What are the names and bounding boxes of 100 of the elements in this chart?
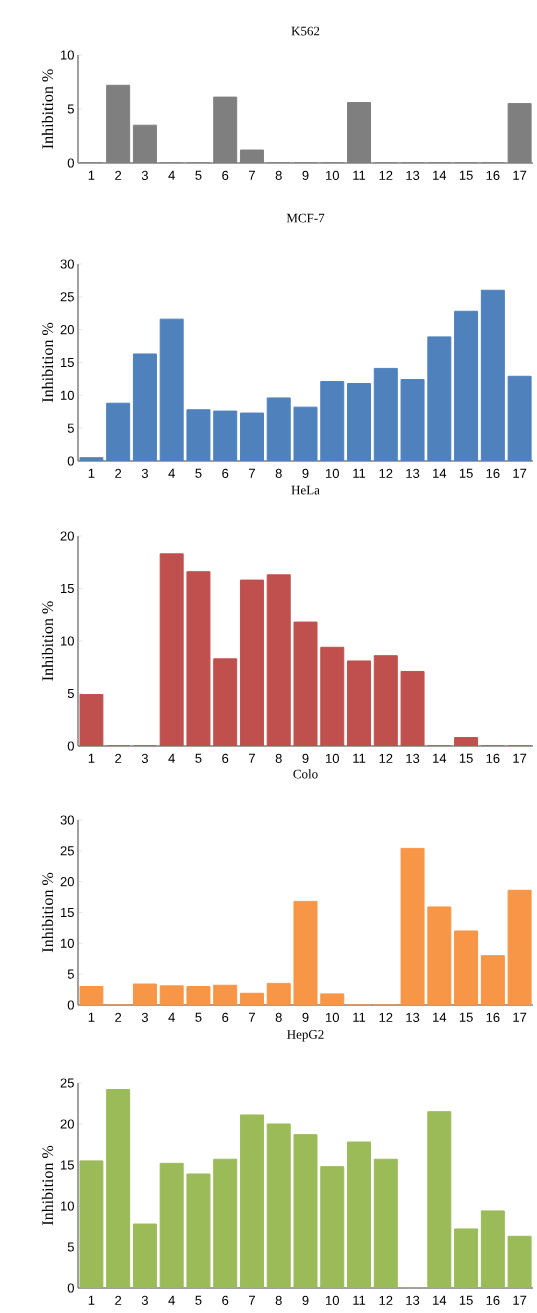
y-tick-label: 5: [67, 104, 74, 114]
y-tick-label: 30: [60, 259, 74, 269]
x-tick-label: 17: [513, 1295, 527, 1305]
x-tick-label: 8: [275, 468, 282, 478]
x-tick-label: 11: [353, 468, 366, 478]
chart-title: HepG2: [287, 1030, 324, 1042]
y-tick-label: 15: [60, 357, 74, 368]
bar: [159, 553, 184, 746]
x-tick-label: 7: [249, 468, 255, 478]
x-tick-label: 13: [406, 1012, 420, 1022]
x-tick-label: 17: [513, 170, 527, 180]
x-tick-label: 6: [222, 468, 229, 478]
x-tick-label: 12: [379, 1295, 393, 1305]
x-tick-label: 7: [249, 1295, 255, 1305]
x-tick-label: 9: [302, 170, 309, 180]
x-tick-label: 6: [222, 1012, 229, 1022]
bar: [454, 737, 479, 746]
x-tick-label: 5: [195, 753, 202, 763]
chart-title: HeLa: [291, 485, 320, 495]
x-tick-label: 13: [406, 1295, 420, 1305]
x-tick-label: 15: [459, 468, 473, 478]
x-tick-label: 12: [379, 1012, 393, 1022]
x-tick-label: 1: [88, 753, 95, 763]
x-tick-label: 9: [302, 1012, 309, 1022]
y-tick-label: 20: [60, 877, 74, 887]
x-tick-label: 3: [141, 753, 148, 763]
x-tick-label: 13: [406, 753, 420, 763]
bar: [186, 571, 211, 746]
x-tick-label: 13: [406, 468, 420, 478]
x-tick-label: 15: [459, 1012, 473, 1022]
y-axis-title: Inhibition %: [41, 69, 54, 149]
y-tick-label: 25: [60, 292, 74, 302]
bar: [239, 579, 264, 746]
x-tick-label: 5: [195, 468, 202, 478]
y-tick-label: 15: [60, 1160, 74, 1170]
x-tick-label: 2: [115, 753, 122, 763]
y-tick-label: 0: [67, 1283, 74, 1293]
x-tick-label: 4: [168, 1295, 175, 1305]
bar: [213, 658, 238, 746]
x-tick-label: 14: [433, 753, 447, 763]
y-tick-label: 20: [60, 1119, 74, 1129]
chart-title: K562: [291, 26, 320, 36]
x-tick-label: 8: [275, 753, 282, 763]
x-tick-label: 8: [275, 1012, 282, 1022]
y-tick-label: 10: [60, 636, 74, 646]
x-tick-label: 9: [302, 753, 309, 763]
x-tick-label: 2: [115, 1295, 122, 1305]
x-tick-label: 7: [249, 1012, 255, 1022]
x-tick-label: 16: [486, 468, 500, 478]
y-tick-label: 15: [60, 583, 74, 594]
y-tick-label: 20: [60, 531, 74, 541]
x-tick-label: 9: [302, 468, 309, 478]
x-tick-label: 1: [88, 468, 95, 478]
x-tick-label: 3: [141, 1012, 148, 1022]
x-tick-label: 8: [275, 1295, 282, 1305]
x-tick-label: 2: [115, 170, 122, 180]
y-axis-title: Inhibition %: [41, 1145, 54, 1226]
x-tick-label: 5: [195, 1295, 202, 1305]
x-tick-label: 16: [486, 753, 500, 763]
x-tick-label: 17: [513, 1012, 527, 1022]
y-tick-label: 0: [67, 158, 74, 168]
y-tick-label: 15: [60, 907, 74, 918]
y-tick-label: 0: [67, 1000, 74, 1010]
x-tick-label: 4: [168, 1012, 175, 1022]
x-tick-label: 15: [459, 1295, 473, 1305]
x-tick-label: 15: [459, 170, 473, 180]
x-tick-label: 16: [486, 1012, 500, 1022]
bar: [400, 670, 425, 746]
bar: [373, 655, 398, 746]
x-tick-label: 3: [141, 1295, 148, 1305]
y-tick-label: 5: [67, 688, 74, 699]
x-tick-label: 14: [433, 170, 447, 180]
bar: [320, 646, 345, 746]
x-tick-label: 2: [115, 468, 122, 478]
x-tick-label: 6: [222, 753, 229, 763]
x-tick-label: 11: [353, 753, 366, 763]
x-tick-label: 9: [302, 1295, 309, 1305]
x-tick-label: 10: [326, 1012, 339, 1022]
bar: [293, 621, 318, 746]
x-tick-label: 6: [222, 1295, 229, 1305]
x-tick-label: 11: [353, 170, 366, 180]
x-tick-label: 1: [88, 1012, 95, 1022]
x-tick-label: 3: [141, 170, 148, 180]
x-tick-label: 6: [222, 170, 229, 180]
x-tick-label: 1: [88, 170, 95, 180]
y-tick-label: 30: [60, 815, 74, 825]
x-tick-label: 10: [326, 170, 339, 180]
x-tick-label: 7: [249, 753, 255, 763]
x-tick-label: 15: [459, 753, 473, 763]
y-axis-title: Inhibition %: [41, 322, 54, 403]
y-tick-label: 5: [67, 969, 74, 979]
x-tick-label: 1: [88, 1295, 95, 1305]
bar: [266, 574, 291, 746]
x-tick-label: 13: [406, 170, 420, 180]
x-tick-label: 11: [353, 1012, 366, 1022]
y-axis-title: Inhibition %: [41, 872, 54, 953]
y-tick-label: 25: [60, 846, 74, 856]
x-tick-label: 14: [433, 1295, 447, 1305]
x-tick-label: 12: [379, 468, 393, 478]
x-tick-label: 10: [326, 468, 339, 478]
